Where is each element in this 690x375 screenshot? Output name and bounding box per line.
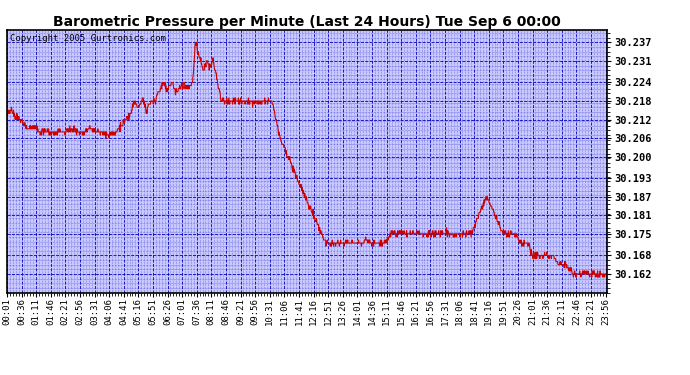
Text: Copyright 2005 Gurtronics.com: Copyright 2005 Gurtronics.com (10, 34, 166, 43)
Title: Barometric Pressure per Minute (Last 24 Hours) Tue Sep 6 00:00: Barometric Pressure per Minute (Last 24 … (53, 15, 561, 29)
